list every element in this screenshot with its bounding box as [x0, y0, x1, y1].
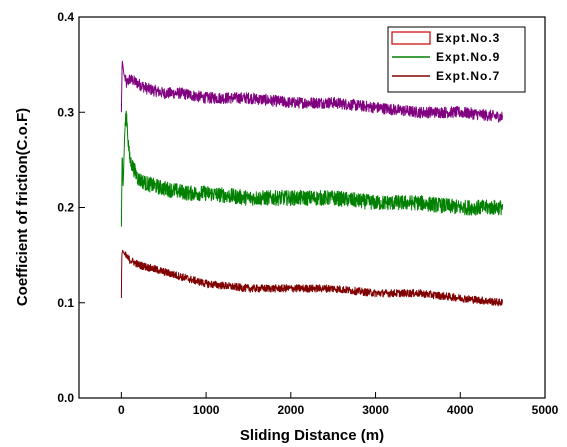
series-layer: [120, 60, 504, 307]
legend-label: Expt.No.3: [436, 31, 500, 45]
y-tick-label: 0.1: [57, 296, 74, 310]
y-tick-label: 0.2: [57, 201, 74, 215]
series-line: [120, 249, 504, 307]
x-tick-label: 0: [118, 403, 125, 417]
legend-label: Expt.No.7: [436, 69, 500, 83]
x-tick-label: 1000: [193, 403, 220, 417]
legend-label: Expt.No.9: [436, 50, 500, 64]
x-tick-label: 4000: [447, 403, 474, 417]
y-tick-label: 0.0: [57, 391, 74, 405]
series-line: [120, 60, 504, 123]
x-axis-title: Sliding Distance (m): [240, 427, 384, 444]
y-tick-label: 0.4: [57, 10, 74, 24]
legend: Expt.No.3 Expt.No.9 Expt.No.7: [387, 26, 526, 93]
legend-swatch: [391, 31, 431, 45]
y-tick-label: 0.3: [57, 105, 74, 119]
x-tick-label: 3000: [362, 403, 389, 417]
x-tick-label: 5000: [532, 403, 559, 417]
series-line: [120, 110, 504, 227]
y-axis-title: Coefficient of friction(C.o.F): [14, 108, 31, 306]
ticks-layer: 0 1000 2000 3000 4000 5000 0.0 0.1 0.2 0.3 0.4: [57, 10, 558, 417]
legend-box: [387, 26, 526, 93]
x-tick-label: 2000: [277, 403, 304, 417]
